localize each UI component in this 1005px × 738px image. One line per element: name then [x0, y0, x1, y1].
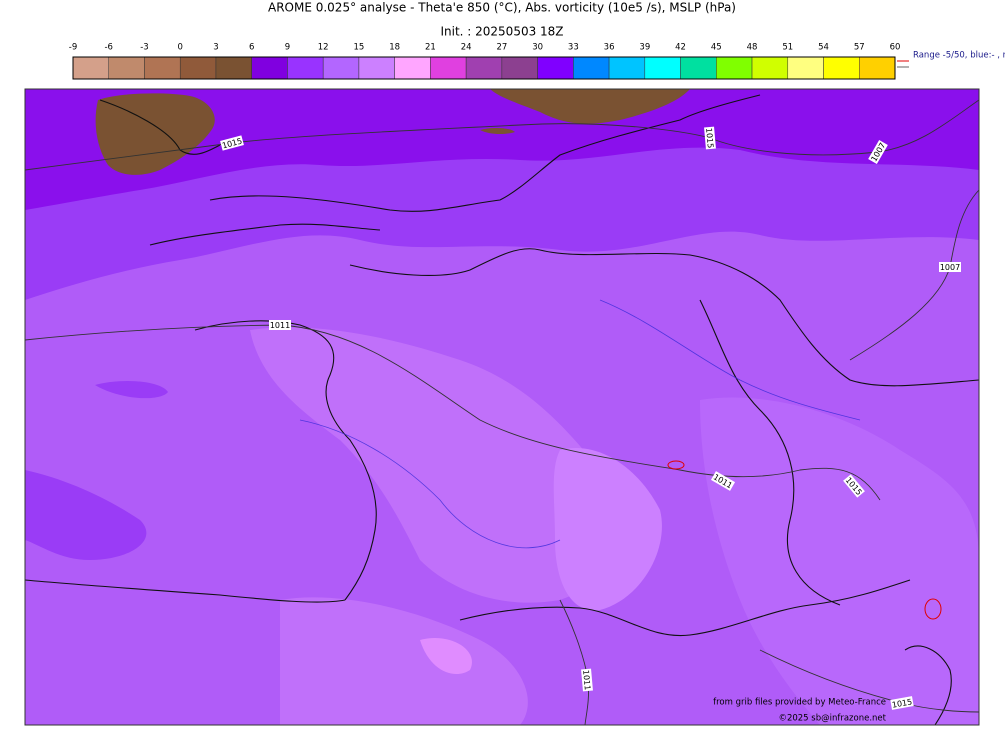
theta-zone [553, 448, 662, 611]
credit: from grib files provided by Meteo-France [713, 698, 886, 708]
theta-zone [25, 89, 979, 210]
isobar-label-text: 1015 [704, 128, 715, 149]
cold-area [480, 127, 515, 135]
colorbar-swatch [680, 56, 717, 80]
colorbar-swatch [144, 56, 181, 80]
colorbar-swatch [465, 56, 503, 80]
colorbar-swatch [573, 56, 610, 80]
colorbar-swatch [358, 56, 395, 80]
theta-zone [250, 327, 621, 603]
vorticity-contours [667, 460, 942, 620]
isobar-label-box [939, 262, 961, 272]
colorbar-tick-label: 48 [747, 43, 758, 53]
cold-area [95, 93, 215, 175]
colorbar-tick-label: 9 [285, 43, 290, 53]
cold-area [490, 89, 690, 124]
map-frame [24, 88, 980, 726]
isobar-label-text: 1007 [940, 263, 960, 272]
colorbar-tick-label: 60 [890, 43, 901, 53]
colorbar-tick-label: 54 [818, 43, 829, 53]
colorbar: -9 -6 -3 0 3 6 9 12 15 18 21 24 27 30 33 36 39 42 45 48 51 54… [69, 43, 901, 80]
isobar-label: 1011 [269, 320, 291, 330]
isobar-label-text: 1015 [891, 697, 913, 709]
legend-note: Range -5/50, blue:- , r [913, 51, 1005, 61]
colorbar-frame [72, 56, 896, 80]
colorbar-tick-label: 15 [353, 43, 364, 53]
colorbar-tick-label: 30 [532, 43, 543, 53]
isobar-label-box [843, 474, 865, 498]
theta-zone [25, 470, 147, 560]
isobar-label-box [704, 126, 716, 150]
colorbar-swatch [251, 56, 288, 80]
colorbar-tick-label: 51 [782, 43, 793, 53]
colorbar-swatch [608, 56, 646, 80]
colorbar-swatch [716, 56, 753, 80]
colorbar-tick-label: 24 [461, 43, 472, 53]
colorbar-swatch [787, 56, 824, 80]
isobar-label-box [868, 139, 888, 165]
colorbar-swatch [72, 56, 109, 80]
isobar-label-box [581, 668, 593, 692]
colorbar-tick-label: -6 [104, 43, 112, 53]
colorbar-tick-label: 27 [496, 43, 507, 53]
isobar-label: 1011 [581, 668, 593, 692]
map-subtitle: Init. : 20250503 18Z [440, 25, 563, 39]
credit: ©2025 sb@infrazone.net [778, 714, 886, 724]
colorbar-swatch [537, 56, 574, 80]
colorbar-tick-label: 42 [675, 43, 686, 53]
theta-zone [280, 597, 528, 725]
theta-zone [420, 638, 472, 675]
colorbar-swatch [179, 56, 217, 80]
theta-zone [95, 380, 168, 399]
isobar-label-text: 1011 [581, 670, 592, 691]
colorbar-tick-label: 0 [178, 43, 183, 53]
colorbar-swatch [644, 56, 681, 80]
isobar-label-box [710, 471, 736, 491]
isobar-label-box [890, 696, 914, 710]
isobars [25, 99, 979, 725]
colorbar-tick-label: 18 [389, 43, 400, 53]
colorbar-swatch [430, 56, 467, 80]
theta-zone [700, 397, 979, 725]
colorbar-swatch [322, 56, 360, 80]
colorbar-tick-label: -9 [69, 43, 77, 53]
colorbar-swatch [501, 56, 538, 80]
colorbar-tick-label: 33 [568, 43, 579, 53]
colorbar-tick-label: 6 [249, 43, 254, 53]
colorbar-tick-label: 12 [318, 43, 329, 53]
isobar-label-text: 1011 [270, 321, 290, 330]
colorbar-swatch [108, 56, 145, 80]
vorticity-contours [299, 299, 861, 549]
colorbar-tick-label: 3 [213, 43, 218, 53]
isobar-label: 1015 [890, 696, 914, 710]
colorbar-swatch [859, 56, 896, 80]
colorbar-tick-label: 36 [604, 43, 615, 53]
colorbar-swatch [215, 56, 252, 80]
colorbar-tick-label: 21 [425, 43, 436, 53]
colorbar-tick-label: 39 [639, 43, 650, 53]
colorbar-swatch [287, 56, 324, 80]
colorbar-tick-label: -3 [140, 43, 148, 53]
colorbar-tick-label: 57 [854, 43, 865, 53]
isobar-label: 1007 [939, 262, 961, 272]
colorbar-swatch [751, 56, 789, 80]
isobar-label-box [220, 135, 244, 151]
colorbar-swatch [394, 56, 431, 80]
isobar-label-box [269, 320, 291, 330]
isobar-label: 1015 [704, 126, 716, 150]
colorbar-tick-label: 45 [711, 43, 722, 53]
colorbar-swatch [823, 56, 860, 80]
map-title: AROME 0.025° analyse - Theta'e 850 (°C),… [268, 1, 736, 15]
